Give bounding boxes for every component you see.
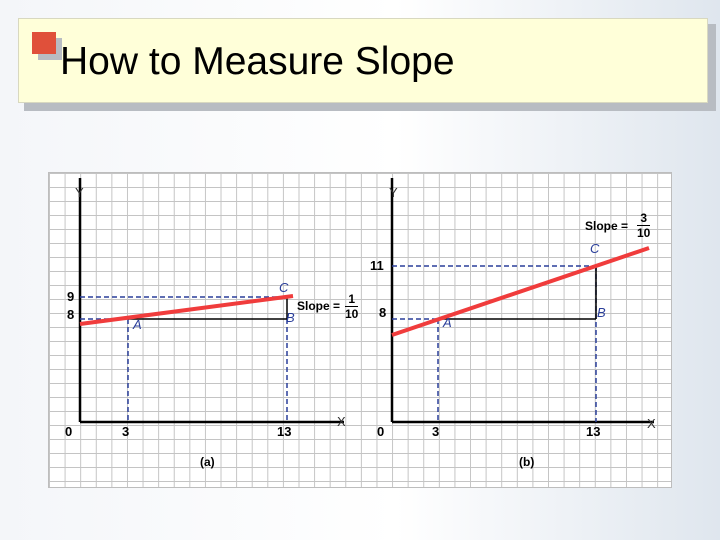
y-tick-8-a: 8 xyxy=(67,307,75,322)
panel-label-a: (a) xyxy=(200,455,215,469)
point-B-label-a: B xyxy=(286,310,295,325)
y-axis-label-b: Y xyxy=(389,185,398,200)
slope-numerator-b: 3 xyxy=(637,212,651,226)
y-tick-9-a: 9 xyxy=(67,289,75,304)
slope-text-a: Slope = xyxy=(297,299,341,313)
slope-fraction-a: 1 10 xyxy=(345,293,359,321)
title-box xyxy=(18,18,708,103)
origin-tick-a: 0 xyxy=(65,424,73,439)
origin-tick-b: 0 xyxy=(377,424,385,439)
x-tick-3-b: 3 xyxy=(432,424,440,439)
y-tick-8-b: 8 xyxy=(379,305,387,320)
y-axis-label-a: Y xyxy=(75,185,84,200)
x-tick-13-b: 13 xyxy=(586,424,601,439)
x-tick-3-a: 3 xyxy=(122,424,130,439)
plot-svg xyxy=(78,178,654,424)
x-axis-label-b: X xyxy=(647,416,656,431)
x-tick-13-a: 13 xyxy=(277,424,292,439)
slide-title: How to Measure Slope xyxy=(60,40,455,83)
line-a xyxy=(79,294,294,326)
title-bullet xyxy=(32,32,56,54)
slope-denominator-a: 10 xyxy=(345,307,359,321)
slope-text-b: Slope = xyxy=(585,219,629,233)
figure-panel: Y X 9 8 0 3 13 A B C Slope = 1 10 (a) Y … xyxy=(48,172,672,488)
axes-b xyxy=(390,178,654,424)
line-b xyxy=(391,246,650,337)
point-A-label-b: A xyxy=(443,315,452,330)
point-A-label-a: A xyxy=(133,317,142,332)
slope-denominator-b: 10 xyxy=(637,226,651,240)
point-B-label-b: B xyxy=(597,305,606,320)
slope-fraction-b: 3 10 xyxy=(637,212,651,240)
x-axis-label-a: X xyxy=(337,414,346,429)
panel-label-b: (b) xyxy=(519,455,535,469)
y-tick-11-b: 11 xyxy=(370,258,384,273)
slope-numerator-a: 1 xyxy=(345,293,359,307)
point-C-label-b: C xyxy=(590,241,600,256)
axes-a xyxy=(78,178,344,424)
point-C-label-a: C xyxy=(279,280,289,295)
